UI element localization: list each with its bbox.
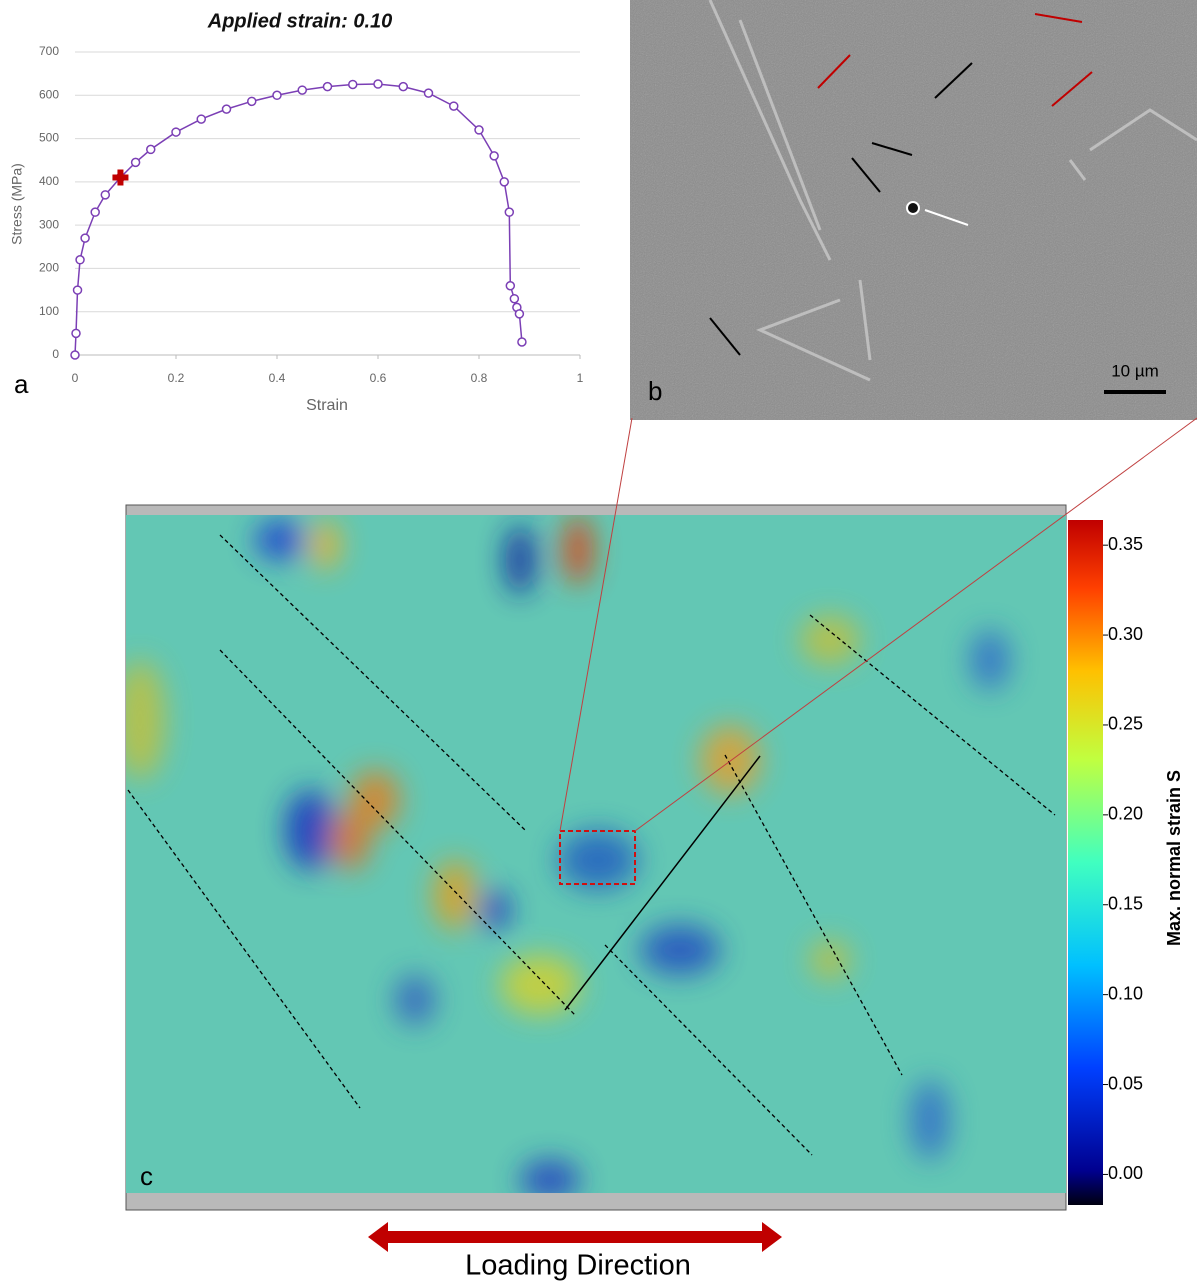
data-point bbox=[474, 125, 484, 135]
panel-label: a bbox=[14, 369, 29, 399]
y-tick-label: 0 bbox=[52, 347, 59, 361]
data-point bbox=[322, 81, 333, 92]
panel-label: b bbox=[648, 376, 662, 406]
data-point bbox=[398, 81, 408, 92]
strain-map bbox=[126, 515, 1066, 1193]
data-point bbox=[221, 104, 232, 114]
grain-boundaries bbox=[708, 0, 1197, 382]
y-tick-label: 300 bbox=[39, 217, 59, 231]
data-point bbox=[517, 337, 527, 347]
y-tick-label: 100 bbox=[39, 304, 59, 318]
x-tick-label: 1 bbox=[577, 371, 584, 385]
band-line bbox=[564, 755, 761, 1011]
data-point bbox=[504, 207, 515, 217]
panel-c: c Max. normal strain S Loading Direction bbox=[125, 417, 1197, 1282]
data-point bbox=[514, 309, 525, 319]
data-point bbox=[489, 151, 499, 161]
arrows bbox=[709, 13, 1093, 356]
x-tick-label: 0.2 bbox=[168, 371, 185, 385]
data-point bbox=[196, 114, 206, 124]
data-point bbox=[146, 144, 156, 155]
y-tick-label: 600 bbox=[39, 87, 59, 101]
zoom-line bbox=[634, 417, 1197, 832]
data-point bbox=[171, 127, 181, 137]
scale-bar-label: 10 µm bbox=[1111, 361, 1159, 380]
colorbar-tick-label: 0.35 bbox=[1108, 534, 1143, 554]
colorbar-label: Max. normal strain S bbox=[1164, 770, 1184, 946]
colorbar-tick-label: 0.20 bbox=[1108, 804, 1143, 824]
shear-bands bbox=[127, 534, 1056, 1156]
zoom-line bbox=[559, 417, 633, 832]
y-tick-label: 500 bbox=[39, 131, 59, 145]
data-point bbox=[71, 328, 81, 339]
data-point bbox=[505, 280, 516, 291]
y-tick-label: 200 bbox=[39, 261, 59, 275]
loading-arrow bbox=[368, 1222, 782, 1252]
x-tick-label: 0.6 bbox=[370, 371, 387, 385]
x-tick-label: 0 bbox=[72, 371, 79, 385]
chart-title: Applied strain: 0.10 bbox=[207, 10, 393, 32]
data-point bbox=[272, 90, 282, 101]
x-tick-label: 0.4 bbox=[269, 371, 286, 385]
panel-label: c bbox=[140, 1161, 153, 1191]
data-point bbox=[72, 285, 83, 295]
data-point bbox=[499, 177, 509, 187]
data-point bbox=[247, 96, 257, 107]
colorbar-tick-label: 0.15 bbox=[1108, 894, 1143, 914]
colorbar-tick-label: 0.05 bbox=[1108, 1073, 1143, 1093]
x-axis-label: Strain bbox=[306, 397, 348, 414]
data-point bbox=[100, 190, 111, 200]
data-point bbox=[70, 350, 80, 360]
data-point bbox=[449, 101, 459, 111]
data-point bbox=[297, 85, 307, 95]
series-line bbox=[74, 83, 523, 356]
data-point bbox=[348, 79, 358, 90]
highlight-marker bbox=[112, 169, 129, 186]
y-axis-label: Stress (MPa) bbox=[9, 163, 25, 245]
y-tick-label: 700 bbox=[39, 44, 59, 58]
data-point bbox=[373, 79, 383, 89]
colorbar-tick-label: 0.25 bbox=[1108, 714, 1143, 734]
y-tick-label: 400 bbox=[39, 174, 59, 188]
particle bbox=[906, 201, 920, 215]
colorbar-tick-label: 0.30 bbox=[1108, 624, 1143, 644]
data-point bbox=[423, 88, 434, 98]
data-point bbox=[509, 293, 520, 304]
loading-direction: Loading Direction bbox=[465, 1250, 691, 1282]
x-tick-label: 0.8 bbox=[471, 371, 488, 385]
data-point bbox=[90, 207, 100, 217]
data-point bbox=[130, 157, 141, 168]
colorbar-tick-label: 0.10 bbox=[1108, 983, 1143, 1003]
data-point bbox=[75, 255, 85, 265]
colorbar-tick-label: 0.00 bbox=[1108, 1163, 1143, 1183]
data-point bbox=[80, 233, 90, 243]
panel-b: 10 µm b bbox=[630, 0, 1197, 420]
panel-a: Applied strain: 0.10 Strain Stress (MPa)… bbox=[9, 10, 584, 414]
colorbar bbox=[1068, 520, 1103, 1205]
